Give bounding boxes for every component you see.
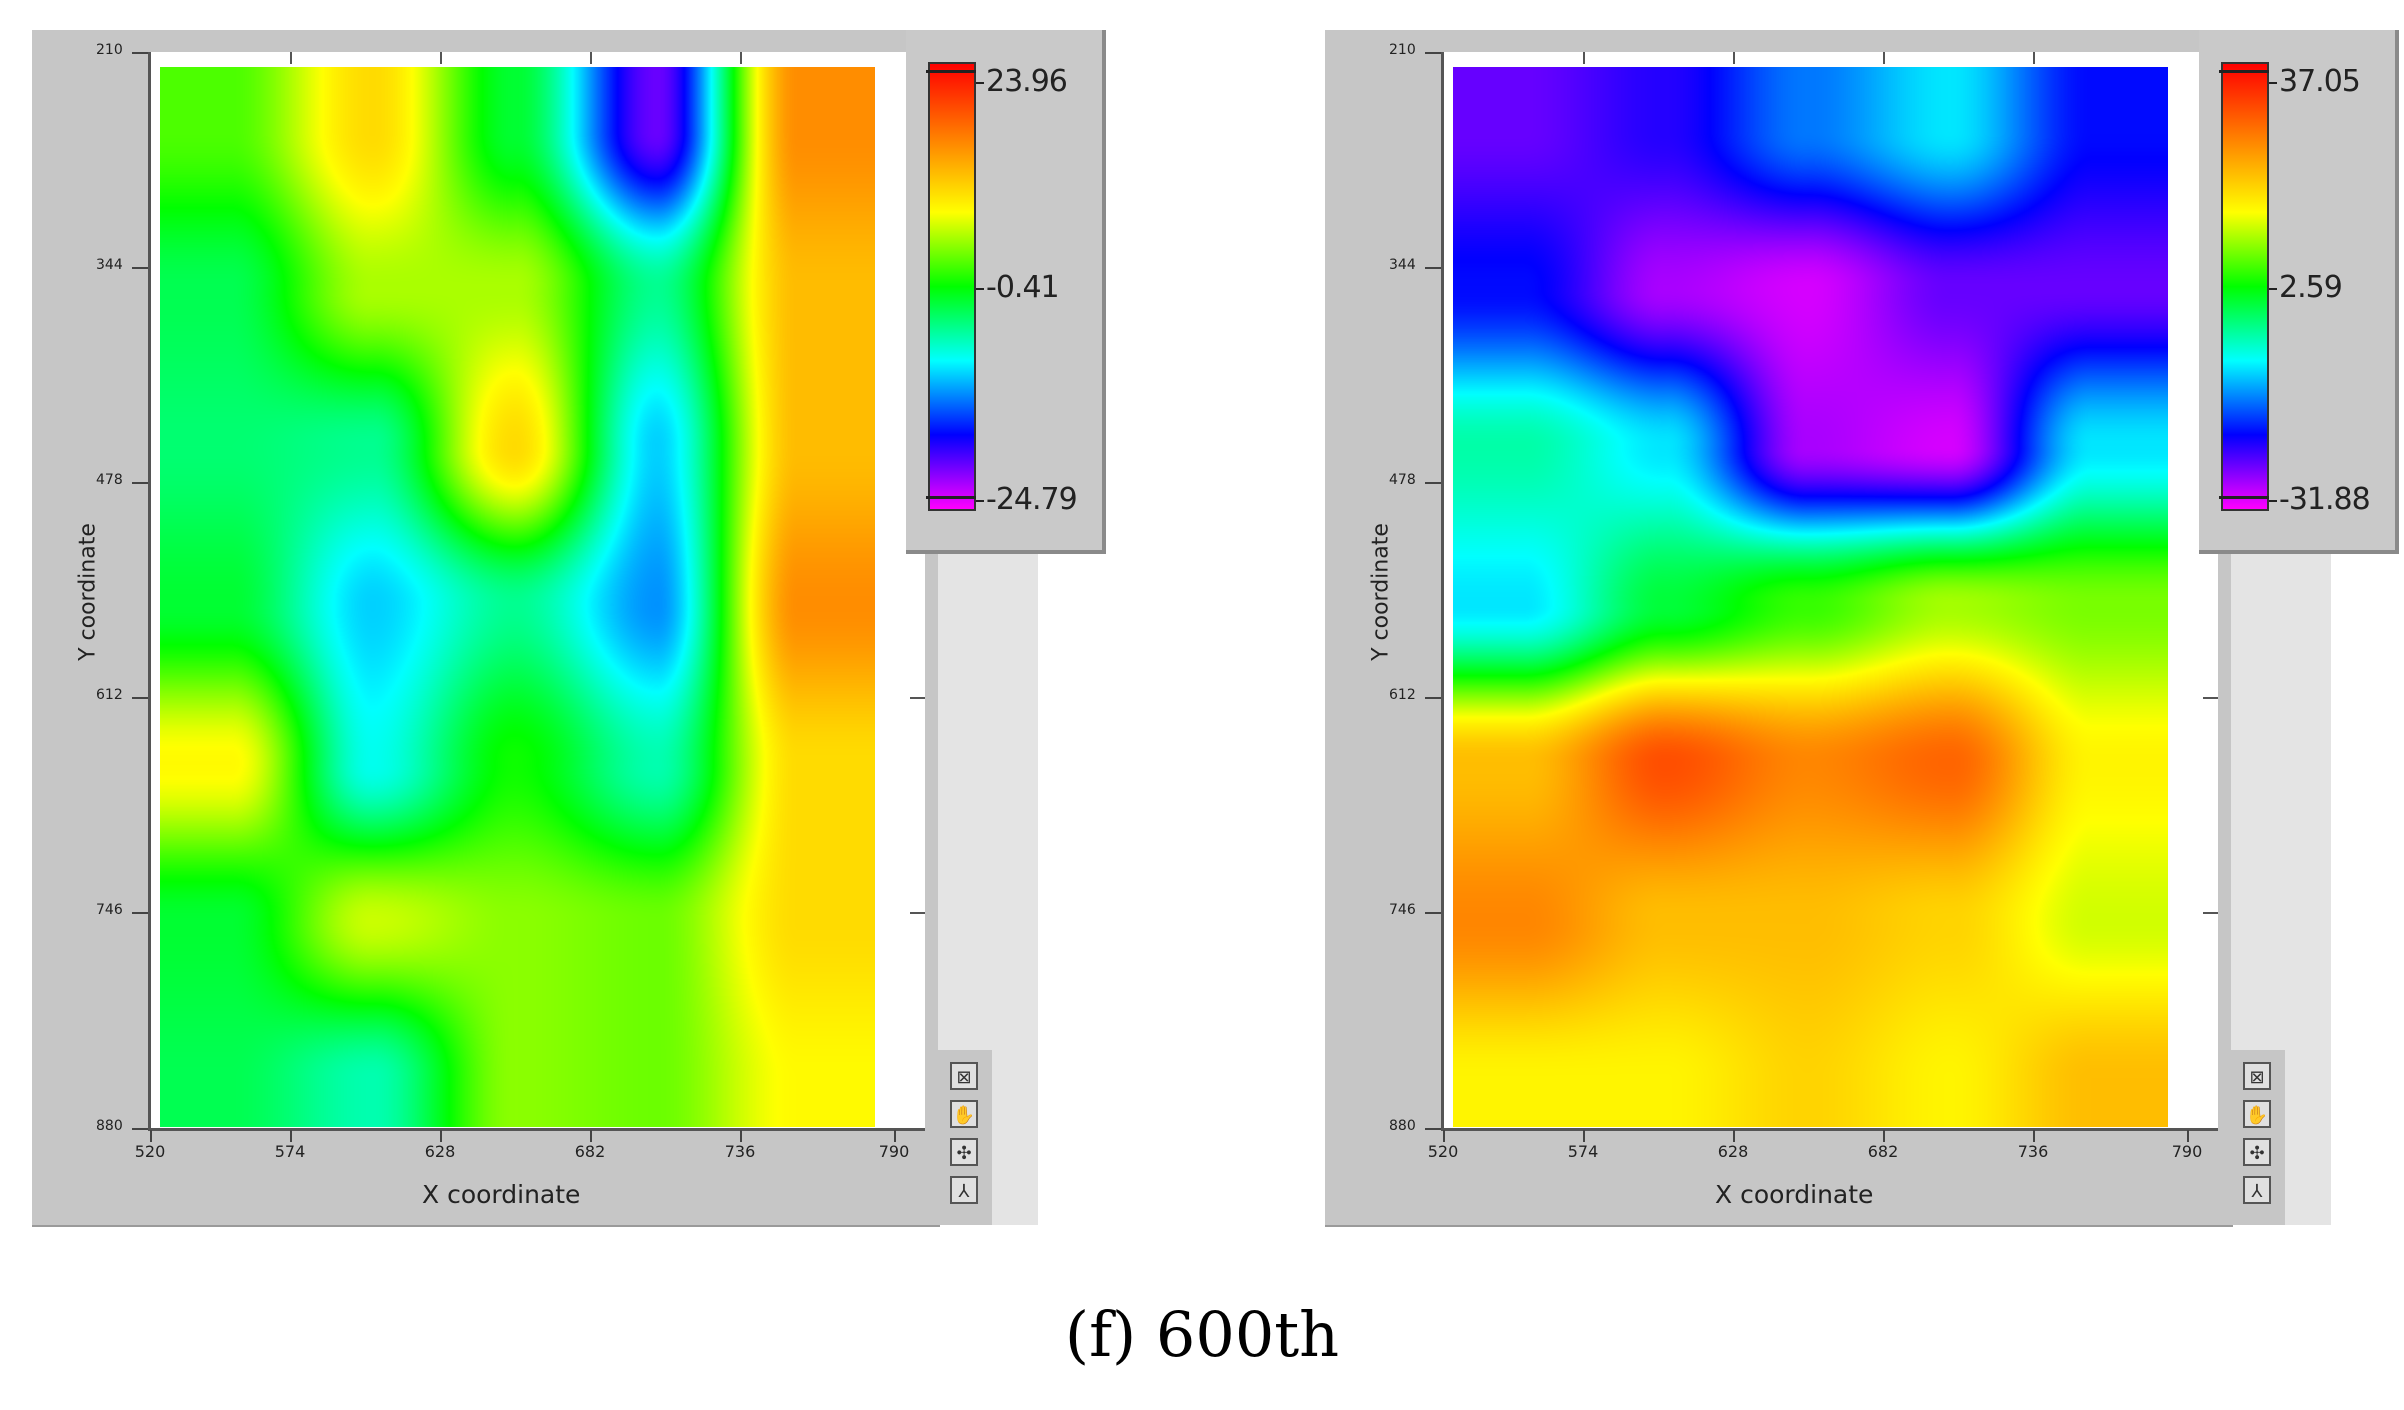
y-tick bbox=[132, 267, 148, 269]
y-tick bbox=[1425, 912, 1441, 914]
colorbar bbox=[2221, 62, 2269, 511]
graph-palette: ⊠ ✋ ✣ ⅄ bbox=[938, 1050, 992, 1225]
left-intensity-graph: 210 344 478 612 746 880 520 574 628 682 … bbox=[32, 30, 1106, 1227]
x-tick bbox=[590, 1130, 592, 1142]
grid-tick bbox=[1883, 52, 1885, 64]
x-tick-label: 520 bbox=[1427, 1142, 1459, 1161]
y-axis-title: Y coordinate bbox=[75, 523, 101, 661]
grid-tick bbox=[1583, 52, 1585, 64]
grid-tick bbox=[910, 912, 925, 914]
grid-tick bbox=[2033, 52, 2035, 64]
y-tick bbox=[1425, 482, 1441, 484]
legend-min-label: -31.88 bbox=[2279, 482, 2371, 517]
legend-mid-label: 2.59 bbox=[2279, 270, 2343, 305]
legend-max-label: 37.05 bbox=[2279, 64, 2361, 99]
y-tick bbox=[1425, 697, 1441, 699]
y-tick bbox=[132, 912, 148, 914]
pan-icon[interactable]: ✋ bbox=[2243, 1100, 2271, 1128]
y-tick bbox=[132, 697, 148, 699]
x-tick-label: 628 bbox=[424, 1142, 456, 1161]
cursor-move-icon[interactable]: ✣ bbox=[2243, 1138, 2271, 1166]
heatmap-image bbox=[160, 67, 875, 1127]
legend-tick bbox=[2269, 500, 2277, 502]
x-axis bbox=[148, 1128, 925, 1131]
x-tick-label: 736 bbox=[724, 1142, 756, 1161]
legend-max-label: 23.96 bbox=[986, 64, 1068, 99]
grid-tick bbox=[590, 52, 592, 64]
legend-tick bbox=[976, 288, 984, 290]
graph-palette: ⊠ ✋ ✣ ⅄ bbox=[2231, 1050, 2285, 1225]
x-tick bbox=[740, 1130, 742, 1142]
grid-tick bbox=[440, 52, 442, 64]
x-tick bbox=[2033, 1130, 2035, 1142]
x-tick bbox=[2187, 1130, 2189, 1142]
grid-tick bbox=[2203, 912, 2218, 914]
y-tick bbox=[1425, 1128, 1441, 1130]
grid-tick bbox=[2203, 697, 2218, 699]
y-axis-title: Y coordinate bbox=[1368, 523, 1394, 661]
grid-tick bbox=[910, 697, 925, 699]
x-tick-label: 682 bbox=[1867, 1142, 1899, 1161]
x-tick-label: 790 bbox=[878, 1142, 910, 1161]
x-tick bbox=[440, 1130, 442, 1142]
color-scale-legend: 23.96 -0.41 -24.79 bbox=[906, 30, 1106, 554]
x-axis-title: X coordinate bbox=[1715, 1180, 1874, 1209]
y-axis bbox=[148, 52, 151, 1130]
y-tick bbox=[1425, 52, 1441, 54]
colorbar-marker bbox=[926, 70, 976, 73]
x-tick-label: 736 bbox=[2017, 1142, 2049, 1161]
pan-icon[interactable]: ✋ bbox=[950, 1100, 978, 1128]
x-axis bbox=[1441, 1128, 2218, 1131]
legend-tick bbox=[2269, 288, 2277, 290]
x-axis-title: X coordinate bbox=[422, 1180, 581, 1209]
y-tick bbox=[132, 1128, 148, 1130]
x-tick-label: 574 bbox=[274, 1142, 306, 1161]
x-tick-label: 790 bbox=[2171, 1142, 2203, 1161]
x-tick-label: 628 bbox=[1717, 1142, 1749, 1161]
right-intensity-graph: 210 344 478 612 746 880 520 574 628 682 … bbox=[1325, 30, 2399, 1227]
legend-tick bbox=[2269, 82, 2277, 84]
zoom-icon[interactable]: ⊠ bbox=[950, 1062, 978, 1090]
colorbar-marker bbox=[2219, 70, 2269, 73]
x-tick bbox=[1443, 1130, 1445, 1142]
y-tick bbox=[132, 52, 148, 54]
y-tick bbox=[1425, 267, 1441, 269]
cursor-move-icon[interactable]: ✣ bbox=[950, 1138, 978, 1166]
x-tick bbox=[150, 1130, 152, 1142]
y-tick bbox=[132, 482, 148, 484]
legend-min-label: -24.79 bbox=[986, 482, 1078, 517]
color-scale-legend: 37.05 2.59 -31.88 bbox=[2199, 30, 2399, 554]
zoom-icon[interactable]: ⊠ bbox=[2243, 1062, 2271, 1090]
x-tick bbox=[1733, 1130, 1735, 1142]
colorbar-marker bbox=[2219, 496, 2269, 499]
x-tick-label: 682 bbox=[574, 1142, 606, 1161]
x-tick bbox=[894, 1130, 896, 1142]
colorbar-marker bbox=[926, 496, 976, 499]
grid-tick bbox=[740, 52, 742, 64]
grid-tick bbox=[290, 52, 292, 64]
figure-caption: (f) 600th bbox=[1064, 1298, 1340, 1371]
legend-tick bbox=[976, 82, 984, 84]
x-tick-label: 520 bbox=[134, 1142, 166, 1161]
grid-tick bbox=[1733, 52, 1735, 64]
x-tick-label: 574 bbox=[1567, 1142, 1599, 1161]
x-tick bbox=[1883, 1130, 1885, 1142]
colorbar bbox=[928, 62, 976, 511]
axis-icon[interactable]: ⅄ bbox=[950, 1176, 978, 1204]
x-tick bbox=[1583, 1130, 1585, 1142]
graph-frame: 210 344 478 612 746 880 520 574 628 682 … bbox=[32, 30, 940, 1227]
heatmap-image bbox=[1453, 67, 2168, 1127]
x-tick bbox=[290, 1130, 292, 1142]
axis-icon[interactable]: ⅄ bbox=[2243, 1176, 2271, 1204]
y-axis bbox=[1441, 52, 1444, 1130]
legend-tick bbox=[976, 500, 984, 502]
legend-mid-label: -0.41 bbox=[986, 270, 1060, 305]
graph-frame: 210 344 478 612 746 880 520 574 628 682 … bbox=[1325, 30, 2233, 1227]
